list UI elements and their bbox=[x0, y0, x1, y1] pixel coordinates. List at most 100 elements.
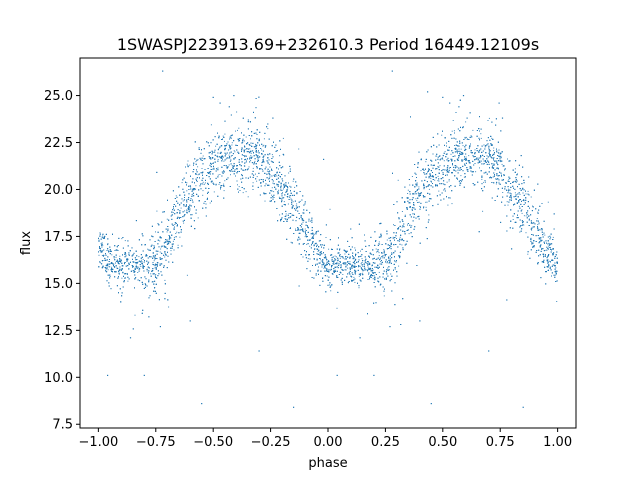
data-point bbox=[292, 180, 294, 182]
data-point bbox=[121, 238, 123, 240]
data-point bbox=[204, 182, 206, 184]
data-point bbox=[113, 263, 115, 265]
data-point bbox=[283, 197, 285, 199]
data-point bbox=[197, 174, 199, 176]
data-point bbox=[531, 223, 533, 224]
data-point bbox=[392, 236, 394, 238]
data-point bbox=[453, 130, 455, 132]
data-point bbox=[296, 203, 298, 205]
data-point bbox=[230, 155, 232, 157]
data-point bbox=[162, 258, 163, 260]
data-point bbox=[521, 212, 523, 214]
data-point bbox=[154, 267, 156, 269]
data-point bbox=[474, 149, 476, 151]
data-point bbox=[203, 183, 205, 185]
data-point bbox=[484, 146, 486, 148]
data-point bbox=[463, 176, 465, 178]
data-point bbox=[150, 249, 151, 251]
data-point bbox=[419, 205, 421, 207]
data-point bbox=[495, 183, 497, 185]
data-point bbox=[266, 170, 268, 172]
scatter-points bbox=[98, 70, 558, 408]
data-point bbox=[250, 138, 251, 140]
data-point bbox=[541, 249, 542, 250]
data-point bbox=[371, 265, 373, 267]
data-point bbox=[470, 135, 472, 137]
data-point bbox=[483, 163, 485, 165]
data-point bbox=[390, 273, 392, 275]
data-point bbox=[387, 267, 389, 269]
data-point bbox=[98, 254, 100, 256]
data-point bbox=[457, 151, 459, 152]
data-point bbox=[210, 124, 212, 126]
data-point bbox=[336, 262, 338, 264]
data-point bbox=[493, 167, 495, 169]
data-point bbox=[310, 220, 311, 222]
data-point bbox=[119, 255, 121, 257]
data-point bbox=[408, 233, 410, 235]
data-point bbox=[303, 231, 305, 233]
data-point bbox=[410, 206, 412, 208]
data-point bbox=[371, 271, 373, 273]
data-point bbox=[428, 168, 430, 169]
data-point bbox=[411, 208, 413, 210]
data-point bbox=[160, 246, 162, 248]
data-point bbox=[450, 153, 452, 155]
data-point bbox=[375, 259, 377, 260]
data-point bbox=[299, 200, 301, 202]
data-point bbox=[102, 234, 104, 236]
data-point bbox=[229, 170, 231, 172]
data-point bbox=[222, 135, 224, 137]
data-point bbox=[470, 151, 472, 153]
data-point bbox=[448, 180, 450, 182]
data-point bbox=[344, 253, 346, 255]
data-point bbox=[537, 211, 539, 213]
data-point bbox=[521, 209, 523, 211]
data-point bbox=[512, 219, 514, 220]
data-point bbox=[538, 237, 540, 239]
data-point bbox=[428, 188, 430, 190]
data-point bbox=[154, 258, 156, 260]
data-point bbox=[263, 144, 265, 146]
data-point bbox=[245, 136, 247, 138]
data-point bbox=[135, 264, 137, 266]
data-point bbox=[261, 162, 263, 164]
data-point bbox=[465, 121, 467, 123]
data-point bbox=[224, 140, 225, 142]
data-point bbox=[331, 257, 333, 259]
data-point bbox=[233, 150, 235, 152]
data-point bbox=[349, 261, 351, 263]
data-point bbox=[156, 210, 158, 212]
data-point bbox=[159, 251, 161, 253]
data-point bbox=[426, 201, 428, 203]
data-point bbox=[330, 290, 332, 292]
data-point bbox=[548, 248, 550, 250]
data-point bbox=[546, 246, 547, 248]
data-point bbox=[172, 212, 174, 214]
data-point bbox=[486, 155, 488, 157]
data-point bbox=[195, 185, 197, 187]
data-point bbox=[186, 274, 188, 276]
data-point bbox=[154, 275, 156, 277]
data-point bbox=[276, 183, 278, 185]
data-point bbox=[358, 275, 360, 277]
data-point bbox=[358, 266, 359, 268]
data-point bbox=[289, 185, 291, 187]
data-point bbox=[497, 151, 499, 153]
data-point bbox=[186, 190, 188, 192]
data-point bbox=[244, 155, 246, 157]
data-point bbox=[499, 154, 501, 156]
data-point bbox=[498, 181, 500, 183]
data-point bbox=[201, 168, 203, 169]
data-point bbox=[316, 258, 318, 260]
data-point bbox=[231, 144, 233, 146]
data-point bbox=[480, 133, 482, 135]
data-point bbox=[373, 258, 374, 260]
data-point bbox=[250, 155, 252, 157]
data-point bbox=[250, 160, 252, 162]
data-point bbox=[430, 177, 432, 179]
data-point bbox=[183, 222, 185, 224]
data-point bbox=[279, 214, 281, 216]
data-point bbox=[372, 278, 374, 280]
data-point bbox=[215, 145, 217, 147]
